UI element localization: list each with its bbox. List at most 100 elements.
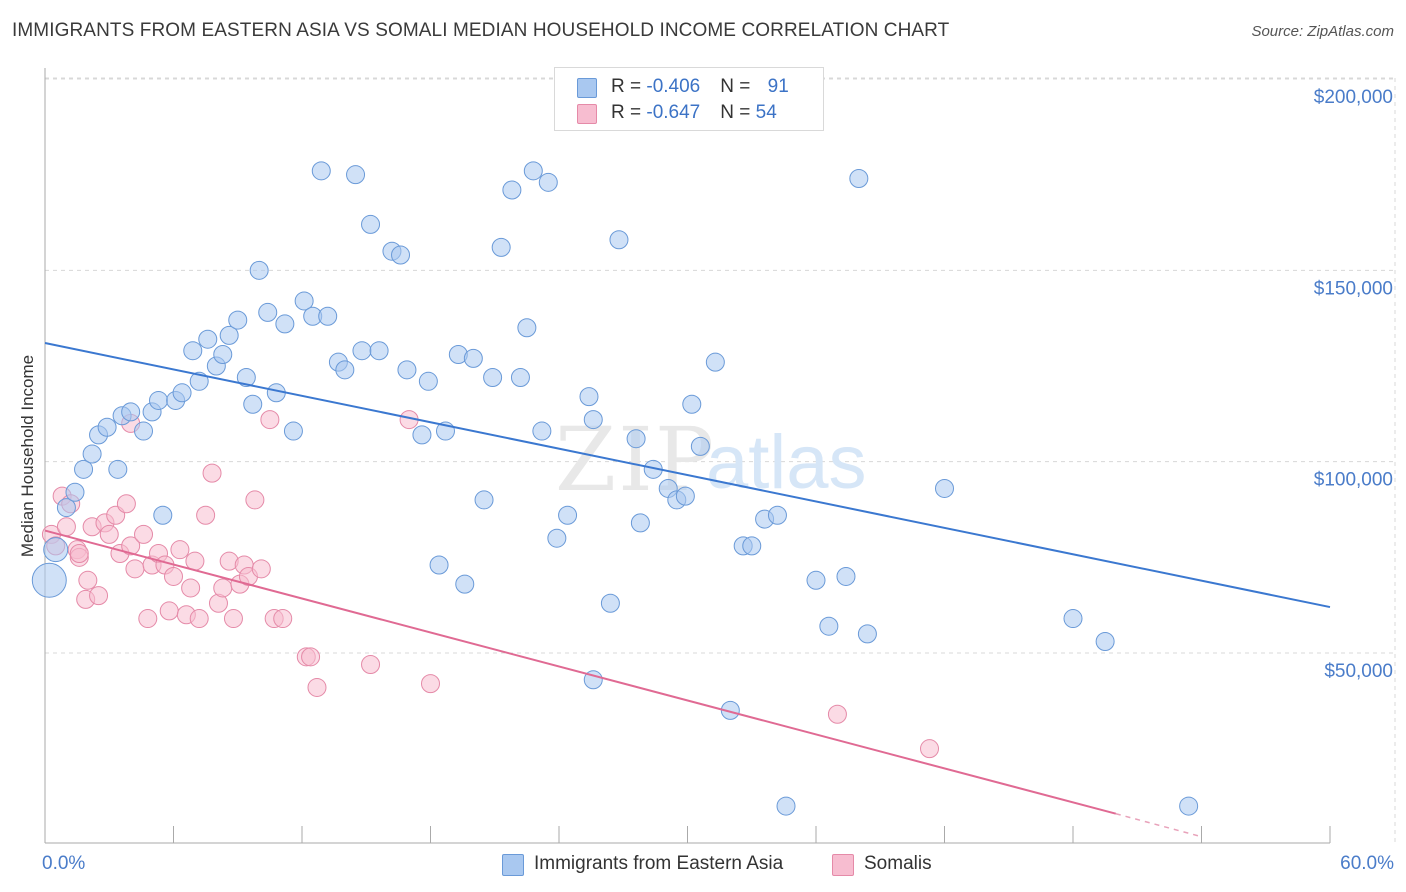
data-point <box>935 478 954 498</box>
series-eastern-asia <box>31 161 1199 816</box>
data-point <box>510 367 530 387</box>
y-axis-label: Median Household Income <box>18 355 37 557</box>
data-point <box>819 616 839 636</box>
data-point <box>609 230 629 250</box>
data-point <box>836 566 856 586</box>
data-point <box>236 367 256 387</box>
legend-r-label: R = <box>611 76 647 97</box>
data-point <box>196 505 216 525</box>
legend-r-value: -0.647 <box>646 102 701 123</box>
data-point <box>346 165 366 185</box>
data-point <box>159 601 179 621</box>
data-point <box>283 421 303 441</box>
data-point <box>149 390 169 410</box>
data-point <box>245 490 265 510</box>
data-point <box>675 486 695 506</box>
data-point <box>517 318 537 338</box>
data-point <box>69 544 89 564</box>
data-point <box>307 677 327 697</box>
data-point <box>228 310 248 330</box>
data-point <box>43 537 69 563</box>
data-point <box>121 402 141 422</box>
y-tick-label: $150,000 <box>1314 278 1393 299</box>
data-point <box>767 505 787 525</box>
x-axis-min-label: 0.0% <box>42 853 86 874</box>
data-point <box>108 459 128 479</box>
data-point <box>189 371 209 391</box>
data-point <box>1179 796 1199 816</box>
data-point <box>65 482 85 502</box>
data-point <box>121 536 141 556</box>
legend-swatch-eastern-asia <box>577 78 597 98</box>
data-point <box>116 494 136 514</box>
data-point <box>361 654 381 674</box>
trend-lines <box>44 342 1331 838</box>
data-point <box>857 624 877 644</box>
data-point <box>134 421 154 441</box>
data-point <box>202 463 222 483</box>
data-point <box>89 586 109 606</box>
data-point <box>249 260 269 280</box>
data-point <box>538 172 558 192</box>
data-point <box>213 578 233 598</box>
legend-n-label: N = <box>720 102 756 123</box>
data-point <box>273 609 293 629</box>
source-note: Source: ZipAtlas.com <box>1251 23 1394 40</box>
data-point <box>164 566 183 586</box>
data-point <box>170 540 190 560</box>
data-point <box>742 536 762 556</box>
y-tick-label: $50,000 <box>1324 661 1393 682</box>
data-point <box>125 559 145 579</box>
data-point <box>213 345 233 365</box>
data-point <box>483 367 503 387</box>
data-point <box>335 360 355 380</box>
data-point <box>301 647 321 667</box>
data-point <box>502 180 522 200</box>
legend-n-value: 91 <box>767 76 789 97</box>
data-point <box>626 429 646 449</box>
data-point <box>418 371 438 391</box>
data-point <box>455 574 475 594</box>
data-point <box>185 551 205 571</box>
data-point <box>318 306 338 326</box>
data-point <box>690 436 710 456</box>
axes <box>44 68 1331 844</box>
data-point <box>172 383 192 403</box>
data-point <box>243 394 263 414</box>
data-point <box>421 674 440 694</box>
data-point <box>583 410 603 430</box>
legend-n-label: N = <box>720 76 756 97</box>
data-point <box>74 459 94 479</box>
data-point <box>682 394 702 414</box>
data-point <box>153 505 173 525</box>
y-tick-label: $100,000 <box>1314 470 1393 491</box>
data-point <box>806 570 826 590</box>
data-point <box>56 517 76 537</box>
data-point <box>705 352 725 372</box>
chart-title: IMMIGRANTS FROM EASTERN ASIA VS SOMALI M… <box>12 20 950 41</box>
data-point <box>920 739 940 759</box>
data-point <box>311 161 331 181</box>
legend-r-label: R = <box>611 102 647 123</box>
data-point <box>352 341 372 361</box>
data-point <box>97 417 117 437</box>
legend-n-value: 54 <box>755 102 777 123</box>
bottom-legend-swatch-eastern-asia <box>502 854 524 876</box>
data-point <box>558 505 578 525</box>
y-tick-labels: $50,000 $100,000 $150,000 $200,000 <box>1314 87 1393 682</box>
data-point <box>223 609 243 629</box>
data-point <box>181 578 201 598</box>
y-tick-label: $200,000 <box>1314 87 1393 108</box>
data-point <box>491 237 511 257</box>
x-axis-max-label: 60.0% <box>1340 853 1394 874</box>
legend-r-value: -0.406 <box>646 76 701 97</box>
data-point <box>251 559 271 579</box>
legend-swatch-somalis <box>577 104 597 124</box>
data-point <box>412 425 432 445</box>
data-point <box>391 245 411 265</box>
data-point <box>99 524 119 544</box>
data-point <box>31 562 67 598</box>
data-point <box>1095 632 1115 652</box>
bottom-legend-label: Immigrants from Eastern Asia <box>534 853 784 874</box>
data-point <box>260 410 280 430</box>
